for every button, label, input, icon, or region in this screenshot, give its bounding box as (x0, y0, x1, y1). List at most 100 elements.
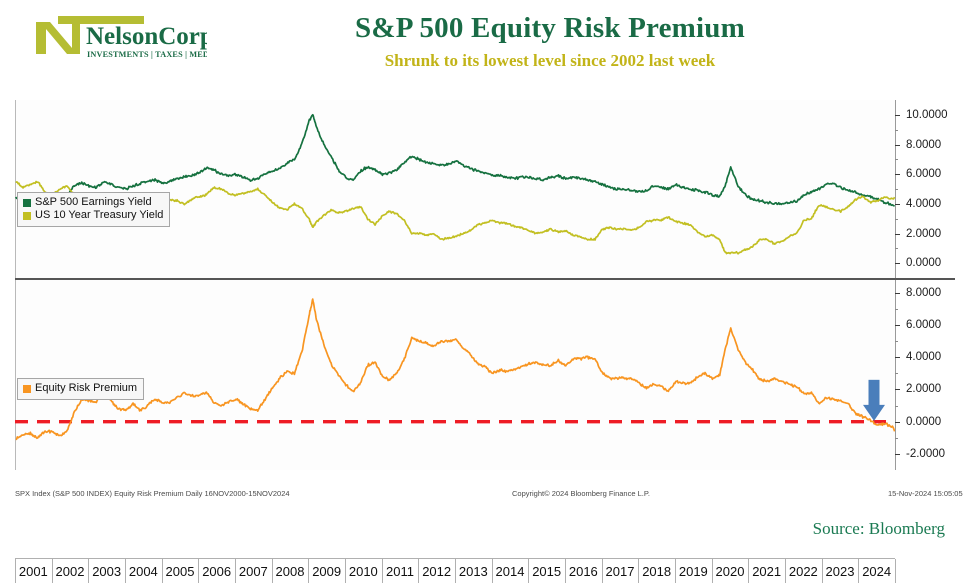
x-axis-separator (748, 559, 750, 583)
y-axis-tick-label: 0.0000 (906, 257, 942, 270)
y-axis-tick-label: 8.0000 (906, 286, 942, 299)
y-axis-minor-tick (895, 248, 898, 250)
x-axis-separator (15, 559, 16, 583)
panel-divider (15, 278, 955, 280)
x-axis-year-label: 2018 (642, 563, 672, 579)
x-axis-year-label: 2020 (715, 563, 745, 579)
y-axis-tick-mark (895, 114, 900, 116)
x-axis-year-label: 2010 (348, 563, 378, 579)
legend-swatch-equity-risk-premium (23, 384, 31, 393)
legend-swatch-earnings-yield (23, 198, 31, 207)
x-axis-year-label: 2005 (165, 563, 195, 579)
y-axis-tick-mark (895, 357, 900, 359)
y-axis-tick-mark (895, 453, 900, 455)
x-axis-separator (308, 559, 310, 583)
legend-erp: Equity Risk Premium (17, 378, 145, 400)
x-axis-year-label: 2013 (458, 563, 488, 579)
y-axis-tick-mark (895, 263, 900, 265)
y-axis-tick-label: 8.0000 (906, 138, 942, 151)
x-axis-year-label: 2024 (862, 563, 892, 579)
y-axis-tick-label: 4.0000 (906, 197, 942, 210)
x-axis-separator (235, 559, 236, 583)
y-axis-minor-tick (895, 405, 898, 407)
x-axis-separator (345, 559, 346, 583)
legend-label-equity-risk-premium: Equity Risk Premium (35, 382, 138, 394)
x-axis-separator (161, 559, 163, 583)
y-axis-minor-tick (895, 341, 898, 343)
x-axis-year-label: 2004 (128, 563, 158, 579)
x-axis-separator (455, 559, 456, 583)
y-axis-minor-tick (895, 218, 898, 220)
footer-timestamp: 15-Nov-2024 15:05:05 (888, 489, 963, 498)
y-axis-tick-label: 4.0000 (906, 351, 942, 364)
y-axis-tick-mark (895, 292, 900, 294)
top-plot-left-border (15, 100, 16, 278)
x-axis-year-label: 2003 (92, 563, 122, 579)
erp-plot-panel (15, 280, 895, 470)
nelsoncorp-logo: NelsonCorp INVESTMENTS | TAXES | MEDICAR… (22, 14, 207, 66)
legend-item: US 10 Year Treasury Yield (23, 209, 163, 222)
x-axis-year-label: 2015 (532, 563, 562, 579)
x-axis-year-label: 2001 (18, 563, 48, 579)
x-axis-separator (675, 559, 676, 583)
x-axis-year-label: 2017 (605, 563, 635, 579)
x-axis-year-label: 2023 (825, 563, 855, 579)
legend-item: S&P 500 Earnings Yield (23, 196, 163, 209)
page-header: NelsonCorp INVESTMENTS | TAXES | MEDICAR… (0, 0, 980, 92)
y-axis-minor-tick (895, 373, 898, 375)
chart-area: 0.0000 2.0000 4.0000 6.0000 8.0000 10.0000 -2… (0, 92, 980, 583)
logo-mark-icon: NelsonCorp INVESTMENTS | TAXES | MEDICAR… (36, 16, 207, 59)
erp-plot-svg (15, 298, 895, 441)
y-axis-tick-label: 6.0000 (906, 168, 942, 181)
x-axis-years: 2001 2002 2003 2004 2005 2006 2007 2008 2009 2010… (15, 558, 896, 584)
x-axis-separator (565, 559, 566, 583)
legend-label-treasury-yield: US 10 Year Treasury Yield (35, 209, 164, 221)
x-axis-year-label: 2009 (312, 563, 342, 579)
footer-description: SPX Index (S&P 500 INDEX) Equity Risk Pr… (15, 489, 290, 498)
x-axis-year-label: 2019 (678, 563, 708, 579)
y-axis-tick-mark (895, 203, 900, 205)
x-axis-separator (785, 559, 786, 583)
x-axis-separator (821, 559, 823, 583)
x-axis-separator (528, 559, 530, 583)
y-axis-tick-label: 6.0000 (906, 319, 942, 332)
x-axis-year-label: 2012 (422, 563, 452, 579)
svg-text:INVESTMENTS | TAXES | MEDICARE: INVESTMENTS | TAXES | MEDICARE (87, 50, 207, 59)
y-axis-tick-label: -2.0000 (906, 447, 946, 460)
legend-label-earnings-yield: S&P 500 Earnings Yield (35, 196, 152, 208)
y-axis-tick-mark (895, 144, 900, 146)
y-axis-minor-tick (895, 129, 898, 131)
x-axis-separator (418, 559, 420, 583)
x-axis-year-label: 2016 (568, 563, 598, 579)
x-axis-year-label: 2011 (386, 563, 414, 579)
y-axis-tick-label: 0.0000 (906, 415, 942, 428)
page-subtitle: Shrunk to its lowest level since 2002 la… (384, 51, 716, 71)
x-axis-year-label: 2008 (275, 563, 305, 579)
x-axis-year-label: 2014 (495, 563, 525, 579)
y-axis-tick-label: 10.0000 (906, 108, 948, 121)
series-line (15, 113, 895, 207)
x-axis-separator (711, 559, 713, 583)
x-axis-year-label: 2002 (55, 563, 85, 579)
y-axis-minor-tick (895, 437, 898, 439)
svg-text:NelsonCorp: NelsonCorp (86, 23, 207, 50)
x-axis-separator (601, 559, 603, 583)
legend-swatch-treasury-yield (23, 211, 31, 220)
y-axis-tick-mark (895, 325, 900, 327)
legend-yields: S&P 500 Earnings Yield US 10 Year Treasu… (17, 192, 171, 227)
yields-plot-panel (15, 100, 895, 278)
x-axis-separator (491, 559, 493, 583)
x-axis-separator (381, 559, 383, 583)
bottom-axis-spine (895, 280, 896, 470)
yields-plot-svg (15, 113, 895, 255)
page-title: S&P 500 Equity Risk Premium (355, 12, 745, 44)
x-axis-separator (638, 559, 640, 583)
title-block: S&P 500 Equity Risk Premium Shrunk to it… (230, 12, 870, 71)
x-axis-separator (88, 559, 90, 583)
top-right-axis: 0.0000 2.0000 4.0000 6.0000 8.0000 10.0000 (895, 100, 980, 278)
x-axis-separator (125, 559, 126, 583)
x-axis-separator (895, 559, 896, 583)
down-arrow-marker (863, 379, 885, 421)
y-axis-minor-tick (895, 159, 898, 161)
y-axis-tick-label: 2.0000 (906, 227, 942, 240)
